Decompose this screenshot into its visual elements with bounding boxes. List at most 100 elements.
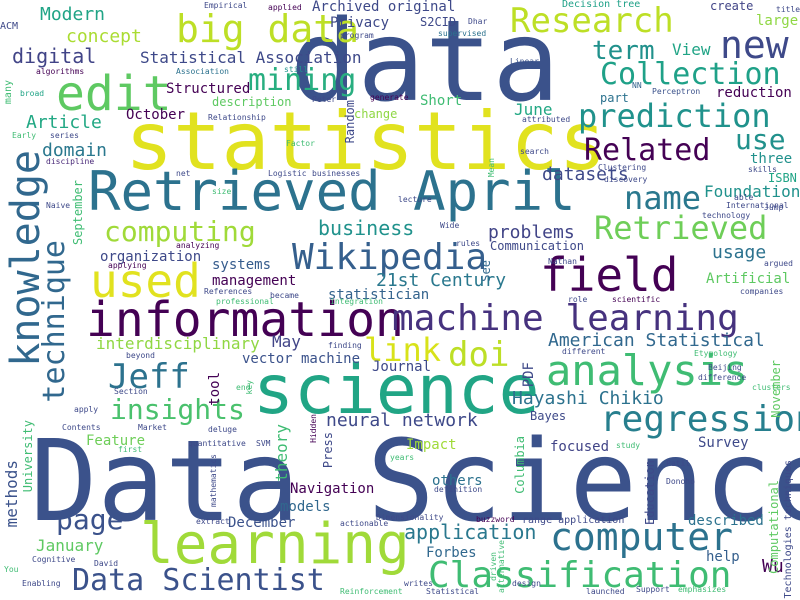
word-integration: integration bbox=[330, 297, 383, 306]
word-launched: launched bbox=[586, 587, 625, 596]
word-discipline: discipline bbox=[46, 157, 95, 166]
word-etymology: Etymology bbox=[694, 349, 738, 358]
word-reduction: reduction bbox=[716, 85, 792, 101]
word-logistic: Logistic bbox=[268, 169, 307, 178]
word-privacy: Privacy bbox=[330, 15, 390, 31]
word-dhar: Dhar bbox=[468, 17, 488, 26]
word-research: Research bbox=[510, 1, 674, 41]
word-september: September bbox=[71, 180, 85, 246]
word-science: science bbox=[253, 351, 540, 430]
word-applying: applying bbox=[108, 261, 147, 270]
word-jeff: Jeff bbox=[108, 357, 190, 397]
word-beijing: Beijing bbox=[708, 363, 742, 372]
word-program: program bbox=[340, 31, 374, 40]
word-systems: systems bbox=[212, 257, 272, 273]
word-emphasizes: emphasizes bbox=[678, 585, 727, 594]
word-decision-tree: Decision tree bbox=[562, 0, 641, 10]
word-lecture: lecture bbox=[398, 195, 432, 204]
word-focused: focused bbox=[550, 439, 610, 455]
word-years: years bbox=[390, 453, 415, 462]
word-see: See bbox=[479, 260, 493, 282]
word-change: change bbox=[354, 107, 398, 121]
word-domain: domain bbox=[42, 140, 108, 161]
word-early: Early bbox=[12, 131, 37, 140]
word-mining: mining bbox=[248, 63, 357, 98]
word-bayes: Bayes bbox=[530, 409, 567, 423]
word-support: Support bbox=[636, 585, 670, 594]
word-technologies-techniques: Technologies techniques bbox=[783, 460, 794, 599]
word-technology: technology bbox=[702, 211, 751, 220]
word-skills: skills bbox=[748, 165, 777, 174]
word-clustering: Clustering bbox=[598, 163, 647, 172]
word-able: able bbox=[734, 193, 754, 202]
word-empirical: Empirical bbox=[204, 1, 248, 10]
word-writes: writes bbox=[404, 579, 433, 588]
word-companies: companies bbox=[740, 287, 784, 296]
word-vector-machine: vector machine bbox=[242, 351, 361, 367]
word-jump: Jump bbox=[764, 203, 784, 212]
word-market: Market bbox=[138, 423, 167, 432]
word-computer: computer bbox=[550, 515, 734, 559]
word-scientific: scientific bbox=[612, 295, 661, 304]
word-press: Press bbox=[321, 432, 335, 469]
word-professional: professional bbox=[216, 297, 274, 306]
word-david: David bbox=[94, 559, 119, 568]
word-learning: learning bbox=[140, 512, 410, 577]
word-machine-learning: machine learning bbox=[392, 298, 739, 339]
word-role: role bbox=[568, 295, 588, 304]
word-buzzword: buzzword bbox=[476, 515, 515, 524]
word-navigation: Navigation bbox=[290, 481, 375, 497]
word-columbia: Columbia bbox=[513, 436, 527, 494]
word-statistician: statistician bbox=[328, 287, 430, 303]
word-create: create bbox=[710, 0, 754, 13]
word-data-science: Data Science bbox=[30, 417, 800, 547]
word-random: Random bbox=[343, 100, 357, 144]
word-references: References bbox=[204, 287, 253, 296]
word-dimensionality: Dimensionality bbox=[376, 513, 444, 522]
word-nn: NN bbox=[632, 81, 642, 90]
word-term: term bbox=[592, 36, 655, 66]
word-generate: generate bbox=[370, 93, 409, 102]
word-contents: Contents bbox=[62, 423, 101, 432]
word-statistical-association: Statistical Association bbox=[140, 48, 362, 67]
word-data-scientist: Data Scientist bbox=[72, 563, 325, 598]
word-page: page bbox=[56, 503, 124, 536]
word-description: description bbox=[212, 95, 292, 109]
word-collection: Collection bbox=[600, 57, 781, 92]
word-october: October bbox=[126, 107, 186, 123]
word-algorithms: algorithms bbox=[36, 67, 85, 76]
word-wikipedia: Wikipedia bbox=[292, 237, 488, 278]
word-neural-network: neural network bbox=[326, 410, 478, 431]
word-short: Short bbox=[420, 93, 463, 109]
word-reinforcement: Reinforcement bbox=[340, 587, 403, 596]
word-hidden: Hidden bbox=[309, 414, 318, 443]
word-regression: regression bbox=[600, 399, 800, 440]
word-communication: Communication bbox=[490, 239, 584, 253]
word-pdf: PDF bbox=[521, 362, 537, 388]
word-difference: difference bbox=[698, 373, 747, 382]
word-statistics: statistics bbox=[125, 95, 607, 188]
word-different: different bbox=[562, 347, 606, 356]
word-computational: Computational bbox=[767, 480, 781, 574]
word-interdisciplinary: interdisciplinary bbox=[96, 334, 260, 353]
word-insights: insights bbox=[110, 393, 245, 426]
word-broad: broad bbox=[20, 89, 45, 98]
word-apply: apply bbox=[74, 405, 99, 414]
word-series: series bbox=[50, 131, 79, 140]
word-driven: driven bbox=[489, 552, 498, 581]
word-others: others bbox=[432, 473, 483, 489]
word-journal: Journal bbox=[372, 359, 432, 375]
word-may: May bbox=[272, 332, 301, 351]
word-survey: Survey bbox=[698, 435, 749, 451]
word-retrieved: Retrieved bbox=[594, 209, 768, 247]
word-digital: digital bbox=[12, 44, 97, 68]
word-foundation: Foundation bbox=[704, 182, 800, 201]
word-range-application: range application bbox=[522, 515, 625, 526]
word-you: You bbox=[4, 565, 19, 574]
word-applied: applied bbox=[268, 3, 302, 12]
word-size: size bbox=[212, 187, 232, 196]
word-svm: SVM bbox=[256, 439, 271, 448]
word-naive: Naive bbox=[46, 201, 71, 210]
word-view: View bbox=[672, 40, 711, 59]
word-discovery: discovery bbox=[604, 175, 648, 184]
